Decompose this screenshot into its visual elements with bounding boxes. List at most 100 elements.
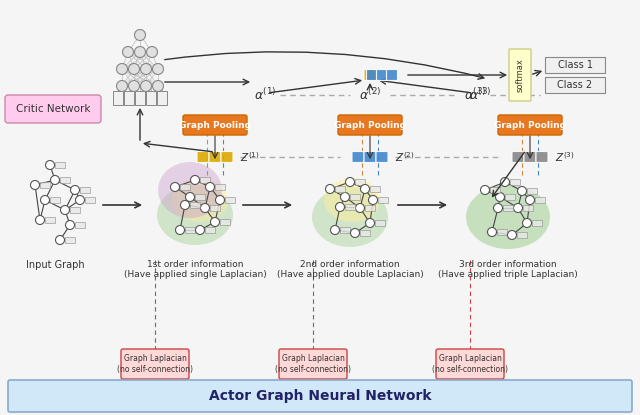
- Circle shape: [326, 185, 335, 193]
- FancyBboxPatch shape: [376, 69, 387, 81]
- Bar: [74, 222, 84, 228]
- FancyBboxPatch shape: [183, 115, 247, 135]
- Circle shape: [116, 81, 127, 91]
- Text: $Z^{(2)}$: $Z^{(2)}$: [395, 150, 415, 164]
- Bar: [184, 227, 195, 233]
- Circle shape: [116, 63, 127, 75]
- Circle shape: [365, 219, 374, 227]
- FancyBboxPatch shape: [524, 151, 536, 163]
- Circle shape: [216, 195, 225, 205]
- Bar: [70, 207, 79, 213]
- FancyBboxPatch shape: [121, 349, 189, 379]
- Bar: [220, 219, 230, 225]
- Circle shape: [35, 215, 45, 225]
- Circle shape: [170, 183, 179, 191]
- FancyBboxPatch shape: [364, 151, 376, 163]
- Bar: [369, 186, 380, 192]
- Circle shape: [481, 186, 490, 195]
- Bar: [60, 177, 70, 183]
- Circle shape: [129, 63, 140, 75]
- Circle shape: [205, 183, 214, 191]
- Bar: [84, 197, 95, 203]
- Circle shape: [369, 195, 378, 205]
- FancyBboxPatch shape: [279, 349, 347, 379]
- FancyBboxPatch shape: [338, 115, 402, 135]
- FancyBboxPatch shape: [5, 95, 101, 123]
- Bar: [54, 162, 65, 168]
- Bar: [349, 194, 360, 200]
- Text: Graph Pooling: Graph Pooling: [179, 120, 251, 129]
- Circle shape: [147, 46, 157, 58]
- FancyBboxPatch shape: [536, 151, 548, 163]
- Bar: [179, 184, 189, 190]
- Bar: [534, 197, 545, 203]
- Bar: [360, 230, 369, 236]
- Bar: [157, 91, 167, 105]
- Text: $Z^{(3)}$: $Z^{(3)}$: [555, 150, 575, 164]
- Circle shape: [340, 193, 349, 202]
- Bar: [209, 205, 220, 211]
- Bar: [545, 77, 605, 93]
- Text: $Z^{(1)}$: $Z^{(1)}$: [240, 150, 260, 164]
- Circle shape: [31, 181, 40, 190]
- Circle shape: [40, 195, 49, 205]
- Bar: [113, 91, 123, 105]
- Circle shape: [134, 46, 145, 58]
- Circle shape: [186, 193, 195, 202]
- Bar: [545, 57, 605, 73]
- Text: 2nd order information
(Have applied double Laplacian): 2nd order information (Have applied doub…: [276, 260, 424, 279]
- FancyBboxPatch shape: [352, 151, 364, 163]
- Bar: [225, 197, 234, 203]
- Ellipse shape: [466, 185, 550, 249]
- Bar: [40, 182, 49, 188]
- FancyBboxPatch shape: [387, 69, 397, 81]
- Bar: [65, 237, 74, 243]
- FancyBboxPatch shape: [197, 151, 209, 163]
- Circle shape: [522, 219, 531, 227]
- Circle shape: [508, 230, 516, 239]
- Bar: [339, 227, 349, 233]
- Circle shape: [141, 81, 152, 91]
- Circle shape: [518, 186, 527, 195]
- Circle shape: [134, 29, 145, 41]
- Circle shape: [180, 200, 189, 210]
- Text: 3rd order information
(Have applied triple Laplacian): 3rd order information (Have applied trip…: [438, 260, 578, 279]
- Text: Critic Network: Critic Network: [16, 104, 90, 114]
- Bar: [531, 220, 541, 226]
- Circle shape: [513, 203, 522, 212]
- Text: Input Graph: Input Graph: [26, 260, 84, 270]
- Bar: [527, 188, 536, 194]
- Circle shape: [200, 203, 209, 212]
- FancyBboxPatch shape: [512, 151, 524, 163]
- Ellipse shape: [157, 185, 233, 245]
- Circle shape: [351, 229, 360, 237]
- Circle shape: [335, 203, 344, 212]
- FancyBboxPatch shape: [509, 49, 531, 101]
- Bar: [355, 179, 365, 185]
- FancyBboxPatch shape: [367, 69, 378, 81]
- Text: $\alpha^{(2)}$: $\alpha^{(2)}$: [359, 87, 381, 103]
- FancyBboxPatch shape: [376, 151, 388, 163]
- Circle shape: [346, 178, 355, 186]
- Text: Actor Graph Neural Network: Actor Graph Neural Network: [209, 389, 431, 403]
- Circle shape: [211, 217, 220, 227]
- Bar: [124, 91, 134, 105]
- Bar: [189, 202, 200, 208]
- FancyBboxPatch shape: [8, 380, 632, 412]
- Bar: [497, 229, 506, 235]
- Text: $\alpha^{(3)}$: $\alpha^{(3)}$: [468, 87, 492, 103]
- Text: Class 2: Class 2: [557, 80, 593, 90]
- Circle shape: [488, 227, 497, 237]
- Bar: [135, 91, 145, 105]
- Bar: [195, 194, 205, 200]
- Bar: [516, 232, 527, 238]
- Circle shape: [152, 63, 163, 75]
- Circle shape: [56, 235, 65, 244]
- Circle shape: [70, 186, 79, 195]
- Text: Class 1: Class 1: [557, 60, 593, 70]
- Bar: [509, 179, 520, 185]
- Bar: [335, 186, 344, 192]
- Circle shape: [191, 176, 200, 185]
- Circle shape: [45, 161, 54, 169]
- Text: softmax: softmax: [515, 58, 525, 92]
